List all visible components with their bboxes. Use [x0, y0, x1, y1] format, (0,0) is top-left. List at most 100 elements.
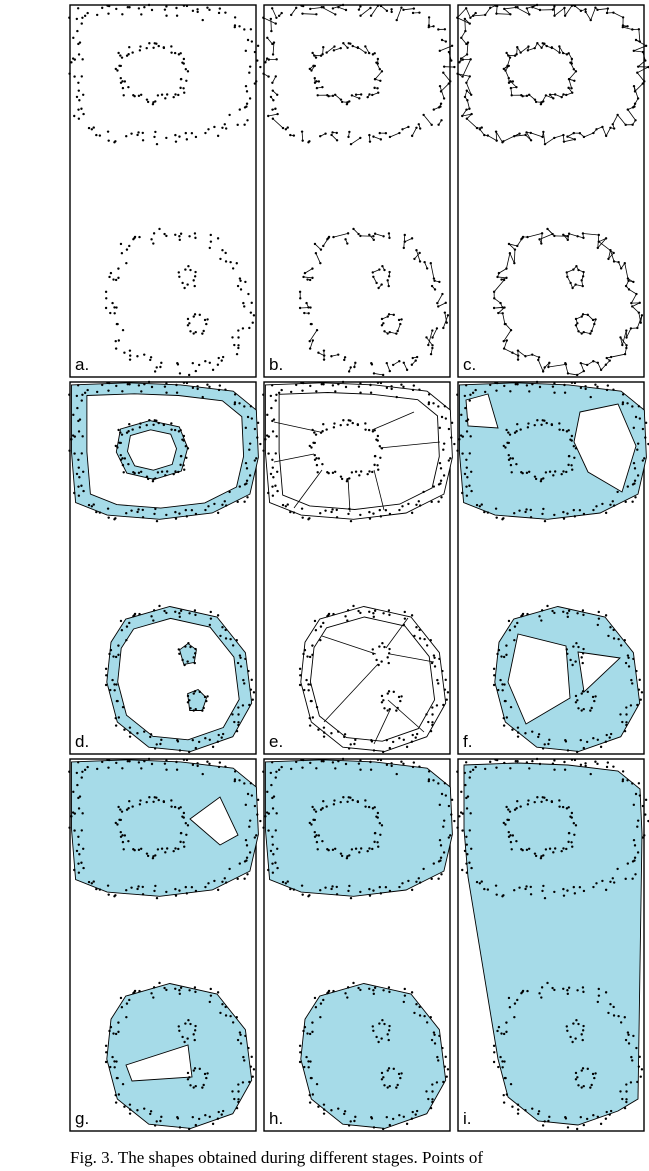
data-point — [465, 466, 468, 469]
data-point — [541, 370, 545, 373]
neighbour-link — [416, 250, 421, 262]
data-point — [450, 813, 453, 816]
data-point — [98, 134, 102, 137]
data-point — [150, 385, 154, 389]
data-point — [178, 238, 181, 242]
data-point — [121, 767, 124, 770]
data-point — [506, 64, 509, 67]
data-point — [68, 770, 71, 773]
data-point — [605, 356, 608, 360]
neighbour-link — [465, 8, 471, 18]
data-point — [391, 1117, 395, 1121]
data-point — [400, 6, 403, 9]
data-point — [592, 885, 595, 889]
data-point — [319, 625, 323, 628]
data-point — [265, 811, 269, 814]
data-point — [115, 384, 118, 388]
neighbour-link — [432, 328, 438, 338]
data-point — [626, 402, 629, 405]
data-point — [344, 385, 348, 389]
data-point — [380, 701, 384, 704]
data-point — [192, 1033, 195, 1036]
data-point — [569, 281, 572, 285]
data-point — [505, 1030, 508, 1034]
data-point — [346, 855, 349, 858]
data-point — [177, 430, 181, 433]
data-point — [117, 276, 120, 280]
data-point — [298, 290, 302, 294]
data-point — [553, 136, 556, 140]
data-point — [371, 430, 375, 433]
data-point — [439, 482, 442, 485]
data-point — [540, 242, 543, 245]
data-point — [418, 881, 422, 884]
data-point — [175, 768, 179, 771]
data-point — [368, 987, 371, 990]
data-point — [300, 507, 304, 510]
data-point — [438, 657, 441, 661]
data-point — [211, 1122, 215, 1126]
data-point — [570, 434, 574, 438]
data-point — [343, 1110, 347, 1113]
data-point — [378, 268, 381, 271]
data-point — [586, 1067, 589, 1071]
data-point — [638, 1055, 641, 1059]
data-point — [193, 284, 196, 288]
data-point — [501, 312, 504, 315]
data-point — [509, 1082, 513, 1086]
data-point — [253, 836, 257, 839]
data-point — [122, 471, 125, 474]
data-point — [388, 135, 392, 139]
data-point — [403, 240, 407, 243]
data-point — [531, 760, 534, 763]
data-point — [101, 760, 104, 764]
data-point — [577, 330, 580, 333]
data-point — [314, 56, 318, 59]
data-point — [515, 462, 518, 466]
data-point — [425, 644, 429, 647]
data-point — [194, 1024, 197, 1028]
data-point — [174, 93, 177, 96]
data-point — [314, 433, 318, 436]
data-point — [310, 823, 313, 826]
data-point — [567, 78, 571, 81]
data-point — [606, 7, 610, 10]
data-point — [276, 112, 279, 116]
data-point — [327, 235, 331, 239]
data-point — [437, 877, 440, 880]
data-point — [509, 705, 513, 709]
data-point — [470, 489, 473, 493]
data-point — [582, 613, 585, 617]
data-point — [562, 887, 565, 891]
data-point — [644, 421, 648, 425]
data-point — [380, 694, 384, 698]
data-point — [221, 126, 224, 130]
data-point — [596, 1115, 599, 1118]
data-point — [337, 383, 340, 386]
neighbour-link — [635, 39, 647, 47]
data-point — [307, 312, 310, 315]
data-point — [233, 16, 237, 19]
data-point — [540, 423, 543, 426]
data-point — [443, 28, 447, 31]
data-point — [626, 654, 630, 657]
data-point — [565, 847, 568, 851]
data-point — [411, 765, 415, 769]
neighbour-link — [496, 13, 511, 15]
data-point — [585, 1117, 589, 1121]
neighbour-link — [442, 315, 449, 329]
data-point — [597, 994, 601, 997]
data-point — [82, 847, 85, 850]
data-point — [626, 25, 629, 28]
data-point — [322, 244, 325, 248]
data-point — [170, 428, 173, 431]
data-point — [213, 502, 216, 506]
data-point — [379, 758, 383, 762]
data-point — [432, 1031, 436, 1034]
data-point — [398, 737, 401, 740]
data-point — [558, 422, 561, 425]
data-point — [221, 503, 224, 507]
data-point — [77, 458, 80, 462]
data-point — [179, 609, 183, 612]
data-point — [503, 384, 506, 388]
